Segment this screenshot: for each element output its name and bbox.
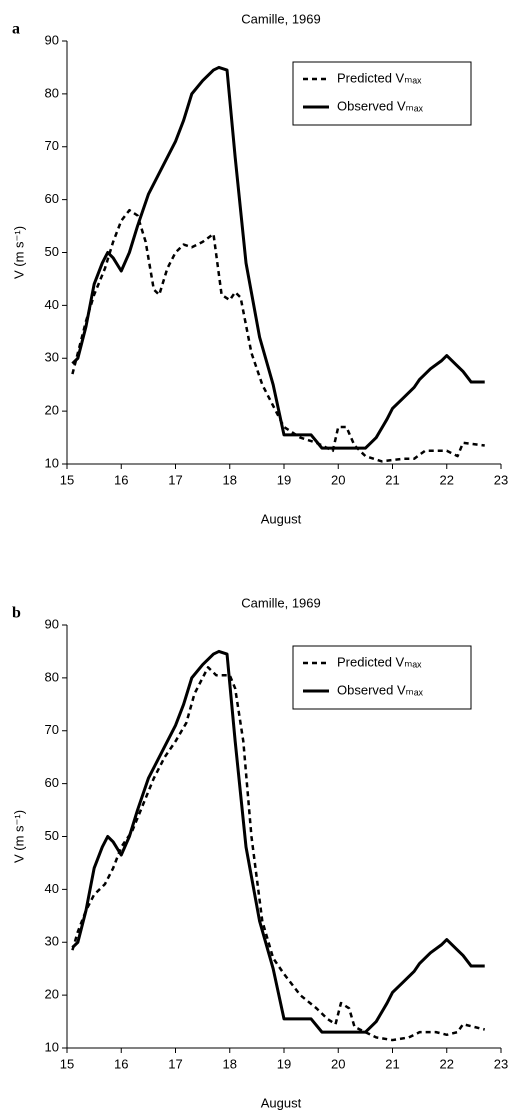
data-line bbox=[71, 65, 485, 450]
x-tick-label: 21 bbox=[385, 1056, 399, 1071]
legend-label: Predicted Vₘₐₓ bbox=[337, 70, 422, 85]
legend-box bbox=[292, 645, 472, 710]
y-tick-label: 30 bbox=[45, 934, 59, 949]
x-tick-label: 23 bbox=[494, 1056, 508, 1071]
x-tick-label: 19 bbox=[277, 472, 291, 487]
x-tick-label: 15 bbox=[60, 472, 74, 487]
y-tick-label: 40 bbox=[45, 881, 59, 896]
y-tick-label: 10 bbox=[45, 455, 59, 470]
y-tick-label: 20 bbox=[45, 403, 59, 418]
legend-label: Observed Vₘₐₓ bbox=[337, 682, 424, 697]
y-tick-label: 90 bbox=[45, 32, 59, 47]
x-axis-label: August bbox=[261, 1095, 302, 1110]
x-tick-label: 18 bbox=[223, 1056, 237, 1071]
y-axis-label: V (m s⁻¹) bbox=[11, 226, 26, 279]
y-tick-label: 80 bbox=[45, 669, 59, 684]
x-tick-label: 18 bbox=[223, 472, 237, 487]
y-tick-label: 70 bbox=[45, 138, 59, 153]
y-tick-label: 30 bbox=[45, 350, 59, 365]
x-axis-label: August bbox=[261, 511, 302, 526]
y-tick-label: 50 bbox=[45, 828, 59, 843]
x-tick-label: 15 bbox=[60, 1056, 74, 1071]
y-tick-label: 90 bbox=[45, 616, 59, 631]
panel-label: b bbox=[12, 605, 21, 622]
y-tick-label: 50 bbox=[45, 244, 59, 259]
y-tick-label: 20 bbox=[45, 987, 59, 1002]
x-tick-label: 16 bbox=[114, 472, 128, 487]
y-tick-label: 10 bbox=[45, 1039, 59, 1054]
y-tick-label: 80 bbox=[45, 85, 59, 100]
panel-label: a bbox=[12, 21, 20, 38]
x-tick-label: 19 bbox=[277, 1056, 291, 1071]
x-tick-label: 20 bbox=[331, 472, 345, 487]
x-tick-label: 17 bbox=[168, 472, 182, 487]
x-tick-label: 22 bbox=[440, 1056, 454, 1071]
y-tick-label: 60 bbox=[45, 775, 59, 790]
y-axis-label: V (m s⁻¹) bbox=[11, 810, 26, 863]
x-tick-label: 17 bbox=[168, 1056, 182, 1071]
x-tick-label: 16 bbox=[114, 1056, 128, 1071]
legend-box bbox=[292, 61, 472, 126]
x-tick-label: 22 bbox=[440, 472, 454, 487]
chart-title: Camille, 1969 bbox=[241, 595, 321, 610]
x-tick-label: 23 bbox=[494, 472, 508, 487]
data-line bbox=[71, 649, 485, 1034]
x-tick-label: 21 bbox=[385, 472, 399, 487]
chart-title: Camille, 1969 bbox=[241, 11, 321, 26]
data-line bbox=[71, 666, 486, 1042]
legend-label: Observed Vₘₐₓ bbox=[337, 98, 424, 113]
x-tick-label: 20 bbox=[331, 1056, 345, 1071]
data-line bbox=[71, 208, 485, 463]
legend-label: Predicted Vₘₐₓ bbox=[337, 654, 422, 669]
y-tick-label: 40 bbox=[45, 297, 59, 312]
y-tick-label: 60 bbox=[45, 191, 59, 206]
y-tick-label: 70 bbox=[45, 722, 59, 737]
